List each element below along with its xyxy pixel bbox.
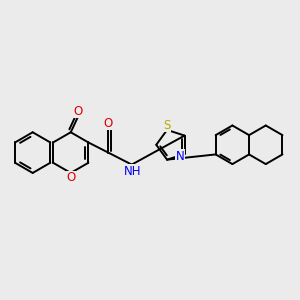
Text: N: N [176, 150, 185, 163]
Text: O: O [73, 105, 83, 118]
Text: O: O [66, 171, 75, 184]
Text: NH: NH [124, 165, 141, 178]
Text: S: S [163, 119, 170, 132]
Text: O: O [103, 117, 112, 130]
